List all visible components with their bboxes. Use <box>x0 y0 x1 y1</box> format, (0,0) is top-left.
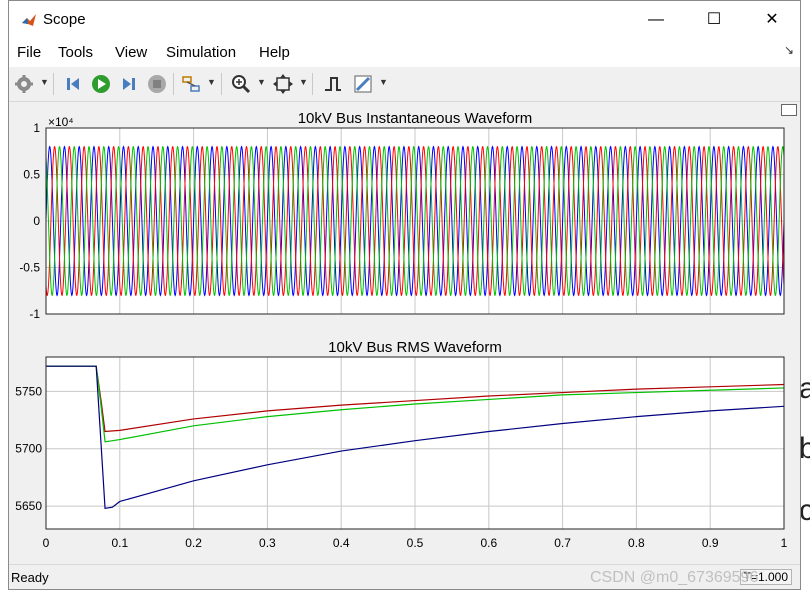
menu-tools[interactable]: Tools <box>58 44 94 61</box>
x-tick-label: 0.8 <box>628 536 645 550</box>
watermark: CSDN @m0_67369596 <box>590 569 759 586</box>
y-tick-label: 1 <box>33 121 40 135</box>
title-bar: Scope — ☐ ✕ <box>9 1 800 39</box>
restore-layout-icon[interactable] <box>781 104 797 116</box>
plot-title: 10kV Bus RMS Waveform <box>328 339 502 356</box>
highlight-dropdown-icon[interactable]: ▼ <box>207 77 216 87</box>
toolbar-separator <box>173 73 174 95</box>
y-tick-label: 5750 <box>15 384 42 398</box>
minimize-button[interactable]: — <box>648 11 664 28</box>
menu-simulation[interactable]: Simulation <box>166 44 237 61</box>
cursor-measure-icon[interactable] <box>323 74 343 94</box>
toolbar-separator <box>312 73 313 95</box>
toolbar-separator <box>221 73 222 95</box>
series-line-3 <box>46 365 785 510</box>
y-tick-label: -1 <box>29 307 40 321</box>
window-title: Scope <box>43 11 86 28</box>
background-letter-b: b <box>799 432 810 465</box>
zoom-dropdown-icon[interactable]: ▼ <box>257 77 266 87</box>
style-icon[interactable] <box>353 74 373 94</box>
x-tick-label: 0.4 <box>333 536 350 550</box>
settings-dropdown-icon[interactable]: ▼ <box>40 77 49 87</box>
instantaneous-plot[interactable]: 10kV Bus Instantaneous Waveform ×10⁴ 1 0.… <box>19 110 785 321</box>
rms-plot[interactable]: 10kV Bus RMS Waveform 5750 5700 5650 0 0.1 0.… <box>15 339 787 550</box>
matlab-logo-icon <box>21 12 37 28</box>
status-text: Ready <box>11 570 49 585</box>
x-tick-label: 0.3 <box>259 536 276 550</box>
background-right-strip: a b c <box>799 0 810 598</box>
highlight-icon[interactable] <box>181 74 201 94</box>
settings-icon[interactable] <box>14 74 34 94</box>
step-back-icon[interactable] <box>63 74 83 94</box>
background-letter-c: c <box>799 494 810 527</box>
y-tick-label: 5650 <box>15 499 42 513</box>
zoom-icon[interactable] <box>231 74 251 94</box>
x-tick-label: 0.1 <box>111 536 128 550</box>
fit-dropdown-icon[interactable]: ▼ <box>299 77 308 87</box>
series-line-1 <box>46 365 785 433</box>
menu-view[interactable]: View <box>115 44 148 61</box>
background-letter-a: a <box>799 372 810 405</box>
run-icon[interactable] <box>91 74 111 94</box>
menu-help[interactable]: Help <box>259 44 290 61</box>
x-tick-label: 0.6 <box>480 536 497 550</box>
close-button[interactable]: ✕ <box>765 11 779 28</box>
plot-area: 10kV Bus Instantaneous Waveform ×10⁴ 1 0.… <box>9 101 800 563</box>
simulation-time: T=1.000 <box>739 569 792 585</box>
toolbar: ▼ ▼ ▼ ▼ <box>9 67 800 102</box>
x-tick-label: 1 <box>781 536 788 550</box>
y-tick-label: 0 <box>33 214 40 228</box>
series-line-3 <box>45 145 785 297</box>
series-line-1 <box>45 145 785 297</box>
series-line-2 <box>46 365 785 443</box>
toolbar-separator <box>53 73 54 95</box>
menu-bar: File Tools View Simulation Help ↘ <box>9 39 800 67</box>
fit-icon[interactable] <box>273 74 293 94</box>
menu-file[interactable]: File <box>17 44 42 61</box>
stop-icon[interactable] <box>147 74 167 94</box>
plot-title: 10kV Bus Instantaneous Waveform <box>298 110 533 127</box>
exponent-label: ×10⁴ <box>48 115 74 129</box>
scope-plots[interactable]: 10kV Bus Instantaneous Waveform ×10⁴ 1 0.… <box>9 101 801 563</box>
maximize-button[interactable]: ☐ <box>706 11 722 28</box>
style-dropdown-icon[interactable]: ▼ <box>379 77 388 87</box>
y-tick-label: 0.5 <box>23 168 40 182</box>
series-line-2 <box>45 145 785 297</box>
x-tick-label: 0.7 <box>554 536 571 550</box>
x-tick-label: 0.9 <box>702 536 719 550</box>
y-tick-label: -0.5 <box>19 261 40 275</box>
x-tick-label: 0.2 <box>185 536 202 550</box>
plot-border <box>45 127 785 315</box>
undock-icon[interactable]: ↘ <box>783 43 794 57</box>
x-tick-label: 0 <box>43 536 50 550</box>
y-tick-label: 5700 <box>15 442 42 456</box>
background-left-strip <box>0 0 8 598</box>
step-forward-icon[interactable] <box>119 74 139 94</box>
x-tick-label: 0.5 <box>407 536 424 550</box>
plot-border <box>45 356 785 530</box>
status-bar: Ready T=1.000 <box>9 564 800 589</box>
scope-window: Scope — ☐ ✕ File Tools View Simulation H… <box>8 0 801 590</box>
